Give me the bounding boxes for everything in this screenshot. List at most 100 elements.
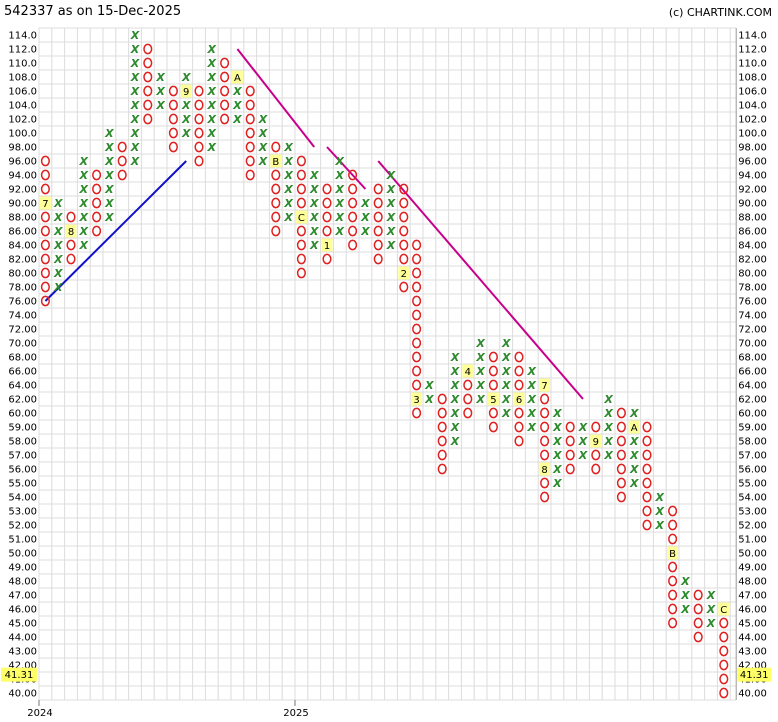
o-box <box>220 99 230 111</box>
x-box: X <box>104 211 114 224</box>
o-box <box>668 505 678 517</box>
y-tick-label-left: 70.00 <box>8 339 37 350</box>
o-box <box>92 169 102 181</box>
o-box <box>271 211 281 223</box>
o-box <box>245 169 255 181</box>
o-box <box>540 449 550 461</box>
x-box: X <box>104 183 114 196</box>
o-box <box>616 407 626 419</box>
o-box <box>168 127 178 139</box>
x-box: X <box>501 379 511 392</box>
y-tick-label-left: 82.00 <box>8 255 37 266</box>
x-box: X <box>181 99 191 112</box>
y-tick-label-right: 96.00 <box>738 157 767 168</box>
x-box: X <box>181 71 191 84</box>
x-box: X <box>283 155 293 168</box>
y-tick-label-left: 53.00 <box>8 507 37 518</box>
x-box: X <box>283 141 293 154</box>
y-tick-label-right: 68.00 <box>738 353 767 364</box>
o-box <box>143 99 153 111</box>
o-box <box>642 421 652 433</box>
o-box <box>348 211 358 223</box>
o-box <box>296 183 306 195</box>
x-box: X <box>53 211 63 224</box>
x-box: X <box>360 225 370 238</box>
o-box <box>642 477 652 489</box>
o-box <box>540 393 550 405</box>
o-box <box>271 169 281 181</box>
o-box <box>514 421 524 433</box>
o-box <box>271 141 281 153</box>
o-box <box>373 253 383 265</box>
o-box <box>92 211 102 223</box>
o-box <box>616 421 626 433</box>
o-box <box>591 421 601 433</box>
month-marker: A <box>631 423 638 434</box>
o-box <box>143 57 153 69</box>
x-box: X <box>155 85 165 98</box>
y-tick-label-left: 43.00 <box>8 647 37 658</box>
o-box <box>616 491 626 503</box>
o-box <box>40 225 50 237</box>
x-box: X <box>79 211 89 224</box>
y-tick-label-left: 90.00 <box>8 199 37 210</box>
o-box <box>412 239 422 251</box>
month-marker: 3 <box>413 395 419 406</box>
o-box <box>668 617 678 629</box>
o-box <box>412 253 422 265</box>
x-box: X <box>104 127 114 140</box>
y-tick-label-left: 80.00 <box>8 269 37 280</box>
x-box: X <box>360 211 370 224</box>
y-tick-label-left: 92.00 <box>8 185 37 196</box>
o-box <box>591 449 601 461</box>
trendlines <box>44 48 584 400</box>
o-box <box>66 239 76 251</box>
x-box: X <box>680 589 690 602</box>
o-box <box>540 491 550 503</box>
o-box <box>719 659 729 671</box>
y-tick-label-left: 112.0 <box>8 45 37 56</box>
o-box <box>642 491 652 503</box>
x-box: X <box>552 477 562 490</box>
o-box <box>168 113 178 125</box>
y-tick-label-right: 50.00 <box>738 549 767 560</box>
o-box <box>66 211 76 223</box>
y-tick-label-right: 82.00 <box>738 255 767 266</box>
month-marker-bg <box>539 462 551 476</box>
y-tick-label-left: 52.00 <box>8 521 37 532</box>
o-box <box>220 113 230 125</box>
o-box <box>322 253 332 265</box>
y-tick-label-right: 76.00 <box>738 297 767 308</box>
x-box: X <box>207 141 217 154</box>
y-tick-label-left: 59.00 <box>8 423 37 434</box>
x-box: X <box>527 407 537 420</box>
y-tick-label-right: 88.00 <box>738 213 767 224</box>
month-marker-bg <box>39 196 51 210</box>
x-box: X <box>79 197 89 210</box>
o-box <box>412 267 422 279</box>
o-box <box>412 281 422 293</box>
o-box <box>296 239 306 251</box>
o-box <box>693 617 703 629</box>
y-tick-label-right: 46.00 <box>738 605 767 616</box>
o-box <box>693 603 703 615</box>
o-box <box>719 645 729 657</box>
x-box: X <box>424 379 434 392</box>
y-tick-label-left: 86.00 <box>8 227 37 238</box>
x-box: X <box>450 365 460 378</box>
current-price-label-left: 41.31 <box>5 670 34 681</box>
x-box: X <box>130 57 140 70</box>
y-tick-label-left: 58.00 <box>8 437 37 448</box>
x-box: X <box>527 365 537 378</box>
o-box <box>488 407 498 419</box>
o-box <box>40 169 50 181</box>
o-box <box>642 463 652 475</box>
o-box <box>668 575 678 587</box>
y-tick-label-right: 55.00 <box>738 479 767 490</box>
o-box <box>40 239 50 251</box>
y-tick-label-right: 104.0 <box>738 101 767 112</box>
x-box: X <box>527 379 537 392</box>
o-box <box>40 155 50 167</box>
x-box: X <box>258 141 268 154</box>
